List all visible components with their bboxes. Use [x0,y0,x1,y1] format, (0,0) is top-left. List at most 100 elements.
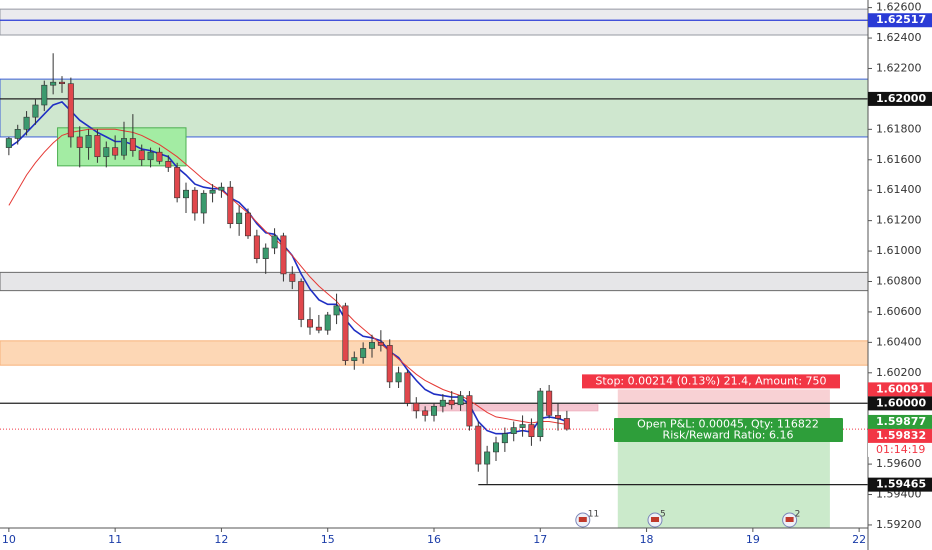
y-tick-label: 1.61400 [876,183,922,196]
candle-body [554,415,561,419]
pnl-text: Open P&L: 0.00045, Qty: 116822 [637,417,819,430]
pnl-box [614,417,843,442]
candle-body [183,189,190,199]
y-tick-label: 1.61800 [876,122,922,135]
zone [0,8,869,36]
candle-body [457,395,464,406]
candle-body [368,342,375,349]
x-tick-label: 11 [108,533,122,546]
candle-body [236,212,243,224]
candle-body [280,235,287,275]
candle-body [537,390,544,438]
y-tick-label: 1.59200 [876,518,922,531]
candle-body [360,348,367,358]
price-label: 1.60091 [876,382,926,395]
candle-body [138,150,145,161]
price-label: 1.60000 [876,396,926,409]
candle-body [262,247,269,259]
candle-body [129,138,136,151]
candle-body [32,104,39,118]
candle-body [165,160,172,168]
moving-average [8,100,568,435]
candle-body [475,425,482,465]
y-tick-label: 1.61600 [876,153,922,166]
candle-body [253,235,260,259]
y-tick-label: 1.62200 [876,61,922,74]
candle-body [386,345,393,383]
candle-body [377,342,384,346]
price-label-bg [868,91,932,106]
candle-body [121,138,128,156]
y-tick-label: 1.60600 [876,305,922,318]
candle-body [510,427,517,434]
moving-average [8,128,567,425]
event-count: 2 [795,510,801,520]
candle-body [466,395,473,427]
x-tick-label: 16 [427,533,441,546]
candle-body [413,402,420,412]
y-tick-label: 1.61000 [876,244,922,257]
candle-body [563,418,570,430]
candle-body [289,273,296,282]
candle-body [306,319,313,328]
candle-body [333,305,340,316]
x-tick-label: 17 [533,533,547,546]
candle-body [112,147,119,156]
y-tick-label: 1.60400 [876,335,922,348]
candle-body [324,314,331,331]
candle-body [439,399,446,407]
price-label: 1.62000 [876,92,926,105]
candle-body [501,433,508,444]
candle-body [395,372,402,383]
candle-body [245,212,252,237]
x-tick-label: 15 [321,533,335,546]
x-tick-label: 19 [746,533,760,546]
y-tick-label: 1.62600 [876,1,922,14]
candle-body [271,235,278,249]
candle-body [315,326,322,331]
candle-body [342,305,349,361]
candle-body [351,357,358,361]
candle-body [156,151,163,162]
price-label-bg [868,477,932,492]
y-tick-label: 1.60800 [876,274,922,287]
price-label-bg [868,13,932,28]
candle-body [492,442,499,453]
zone [0,271,869,292]
candle-body [404,372,411,404]
candle-body [298,281,305,320]
countdown-bg [868,442,932,457]
candle-body [484,451,491,465]
zone [411,404,599,412]
candle-body [41,84,48,106]
candle-body [218,186,225,191]
time-axis-bg [0,528,868,550]
candle-body [58,81,65,84]
candle-body [200,192,207,214]
candle-body [147,151,154,161]
candle-body [67,83,74,138]
candle-body [174,167,181,199]
candle-body [546,390,553,416]
price-label-bg [868,396,932,411]
plot-area: Stop: 0.00214 (0.13%) 21.4, Amount: 750 O… [0,8,869,528]
price-label-bg [868,382,932,397]
price-axis-bg [868,0,932,550]
stop-zone [617,389,830,422]
event-flag [650,517,659,522]
candle-body [448,399,455,406]
candle-body [422,410,429,416]
x-tick-label: 22 [852,533,866,546]
candle-body [14,129,21,139]
event-flag [785,517,794,522]
event-flag [578,517,587,522]
candle-body [76,136,83,148]
candle-body [528,424,535,438]
x-tick-label: 10 [2,533,16,546]
price-label: 1.62517 [876,13,926,26]
stop-banner [582,374,840,389]
zone [0,340,869,366]
candle-body [5,138,12,148]
candle-body [94,135,101,158]
